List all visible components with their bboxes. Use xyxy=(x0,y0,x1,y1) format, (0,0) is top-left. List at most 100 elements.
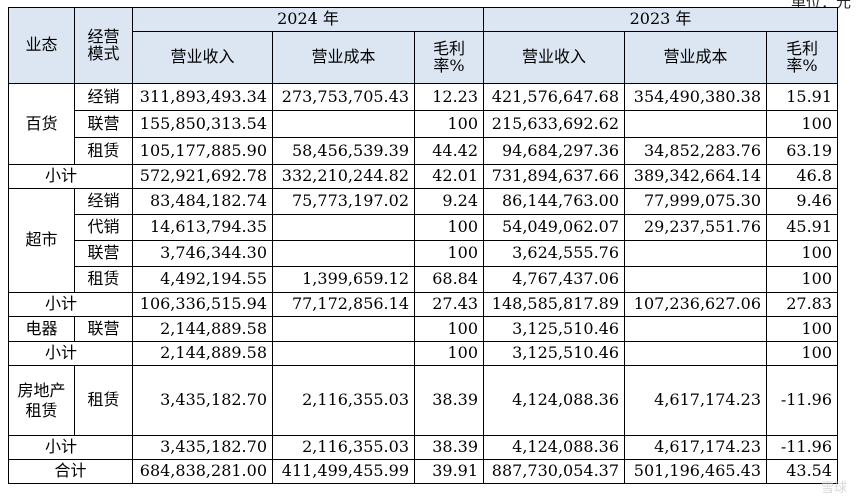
cell: 4,492,194.55 xyxy=(132,266,273,293)
cell xyxy=(624,341,768,366)
cell: 2,116,355.03 xyxy=(272,435,415,460)
cell: 2,116,355.03 xyxy=(272,365,415,436)
cell: 15.91 xyxy=(766,83,839,111)
cell: 9.24 xyxy=(413,188,485,215)
cell: 54,049,062.07 xyxy=(483,214,626,241)
cell: 887,730,054.37 xyxy=(483,459,626,484)
unit-note: 单位：元 xyxy=(790,0,851,11)
cell: 572,921,692.78 xyxy=(132,164,273,189)
cell: 4,767,437.06 xyxy=(483,266,626,293)
cell: 2,144,889.58 xyxy=(132,316,273,342)
subtotal-label: 小计 xyxy=(8,292,133,317)
cell: 77,999,075.30 xyxy=(624,188,768,215)
header-margin-2023: 毛利率% xyxy=(766,31,839,84)
cell: 100 xyxy=(766,110,839,138)
cell xyxy=(272,214,415,241)
mode-label: 租赁 xyxy=(74,266,133,293)
cell: 273,753,705.43 xyxy=(272,83,415,111)
cell: 389,342,664.14 xyxy=(624,164,768,189)
cell: 34,852,283.76 xyxy=(624,137,768,165)
cell: 1,399,659.12 xyxy=(272,266,415,293)
segment-baihuo: 百货 xyxy=(8,83,75,165)
cell xyxy=(272,341,415,366)
cell: 29,237,551.76 xyxy=(624,214,768,241)
cell: 354,490,380.38 xyxy=(624,83,768,111)
segment-dianqi: 电器 xyxy=(8,316,75,342)
cell: 77,172,856.14 xyxy=(272,292,415,317)
cell xyxy=(272,240,415,267)
cell xyxy=(624,266,768,293)
cell: 731,894,637.66 xyxy=(483,164,626,189)
segment-chaoshi: 超市 xyxy=(8,188,75,293)
cell: 107,236,627.06 xyxy=(624,292,768,317)
subtotal-label: 小计 xyxy=(8,435,133,460)
cell: 100 xyxy=(413,214,485,241)
cell: 3,435,182.70 xyxy=(132,435,273,460)
cell: 3,125,510.46 xyxy=(483,316,626,342)
cell: 94,684,297.36 xyxy=(483,137,626,165)
header-mode: 经营模式 xyxy=(74,7,133,84)
cell: 44.42 xyxy=(413,137,485,165)
cell xyxy=(272,316,415,342)
cell: 148,585,817.89 xyxy=(483,292,626,317)
cell: 100 xyxy=(766,266,839,293)
mode-label: 经销 xyxy=(74,83,133,111)
header-revenue-2024: 营业收入 xyxy=(132,31,273,84)
cell: 684,838,281.00 xyxy=(132,459,273,484)
cell: 501,196,465.43 xyxy=(624,459,768,484)
cell: 100 xyxy=(766,240,839,267)
cell: 4,617,174.23 xyxy=(624,435,768,460)
cell: 155,850,313.54 xyxy=(132,110,273,138)
cell: 100 xyxy=(413,341,485,366)
cell: 100 xyxy=(413,110,485,138)
cell xyxy=(624,316,768,342)
cell: 42.01 xyxy=(413,164,485,189)
cell: 100 xyxy=(413,316,485,342)
cell: 3,125,510.46 xyxy=(483,341,626,366)
subtotal-label: 小计 xyxy=(8,164,133,189)
mode-label: 租赁 xyxy=(74,365,133,436)
cell: 86,144,763.00 xyxy=(483,188,626,215)
cell: 14,613,794.35 xyxy=(132,214,273,241)
mode-label: 租赁 xyxy=(74,137,133,165)
cell xyxy=(624,240,768,267)
cell: 58,456,539.39 xyxy=(272,137,415,165)
mode-label: 联营 xyxy=(74,316,133,342)
cell: 27.43 xyxy=(413,292,485,317)
cell: 39.91 xyxy=(413,459,485,484)
cell: 4,124,088.36 xyxy=(483,365,626,436)
cell: 332,210,244.82 xyxy=(272,164,415,189)
cell: 100 xyxy=(413,240,485,267)
cell: 38.39 xyxy=(413,365,485,436)
total-label: 合计 xyxy=(8,459,133,484)
subtotal-label: 小计 xyxy=(8,341,133,366)
cell: 63.19 xyxy=(766,137,839,165)
mode-label: 代销 xyxy=(74,214,133,241)
cell: 100 xyxy=(766,341,839,366)
cell: 75,773,197.02 xyxy=(272,188,415,215)
cell: 3,624,555.76 xyxy=(483,240,626,267)
cell: 106,336,515.94 xyxy=(132,292,273,317)
cell: 421,576,647.68 xyxy=(483,83,626,111)
cell: 411,499,455.99 xyxy=(272,459,415,484)
cell: 4,617,174.23 xyxy=(624,365,768,436)
cell: 68.84 xyxy=(413,266,485,293)
mode-label: 联营 xyxy=(74,110,133,138)
cell: 311,893,493.34 xyxy=(132,83,273,111)
cell: 3,746,344.30 xyxy=(132,240,273,267)
cell xyxy=(624,110,768,138)
cell: 27.83 xyxy=(766,292,839,317)
header-year-2023: 2023 年 xyxy=(483,7,839,32)
cell: 83,484,182.74 xyxy=(132,188,273,215)
cell: 105,177,885.90 xyxy=(132,137,273,165)
watermark: 雪球 xyxy=(820,481,847,496)
cell: 3,435,182.70 xyxy=(132,365,273,436)
cell: 12.23 xyxy=(413,83,485,111)
header-segment: 业态 xyxy=(8,7,75,84)
mode-label: 经销 xyxy=(74,188,133,215)
header-year-2024: 2024 年 xyxy=(131,7,485,32)
cell: -11.96 xyxy=(766,365,839,436)
cell: 38.39 xyxy=(413,435,485,460)
cell: 100 xyxy=(766,316,839,342)
cell xyxy=(272,110,415,138)
